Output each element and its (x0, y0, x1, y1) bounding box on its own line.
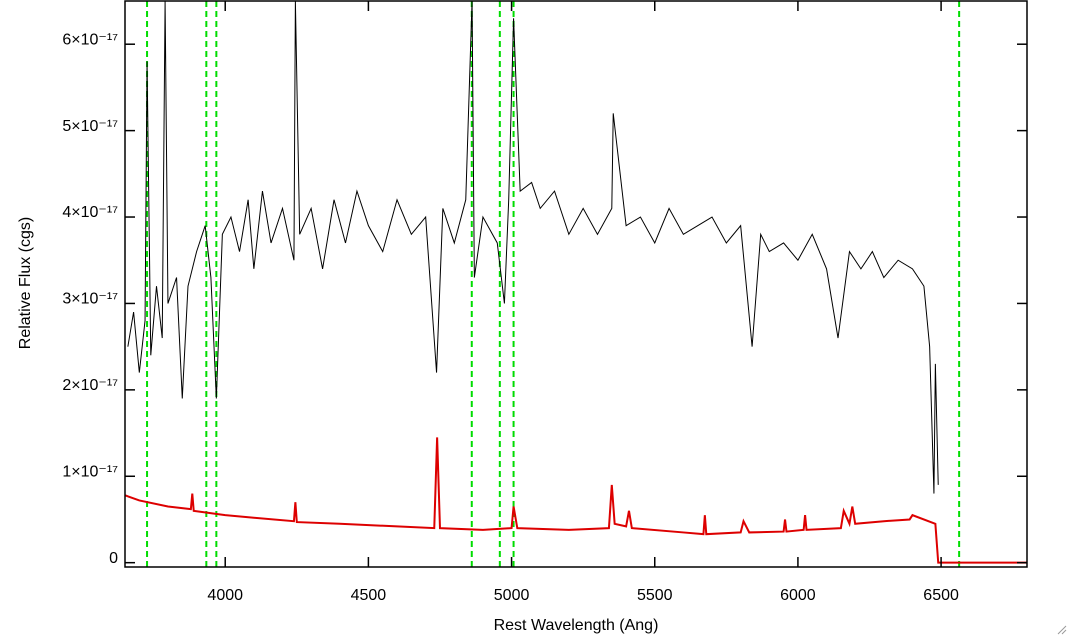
y-tick-label: 4×10⁻¹⁷ (62, 204, 118, 221)
spectrum-line (125, 437, 1027, 564)
resize-grip (1057, 625, 1067, 635)
y-tick-label: 3×10⁻¹⁷ (62, 291, 118, 308)
x-axis-label: Rest Wavelength (Ang) (494, 617, 659, 634)
y-tick-label: 2×10⁻¹⁷ (62, 377, 118, 394)
spectrum-line (127, 1, 939, 494)
y-axis-label: Relative Flux (cgs) (17, 217, 34, 349)
x-tick-label: 6500 (923, 587, 959, 604)
y-tick-label: 5×10⁻¹⁷ (62, 118, 118, 135)
x-tick-label: 5000 (494, 587, 530, 604)
plot-area (125, 1, 1027, 567)
x-tick-label: 6000 (780, 587, 816, 604)
y-tick-label: 6×10⁻¹⁷ (62, 31, 118, 48)
x-tick-label: 5500 (637, 587, 673, 604)
x-tick-label: 4500 (351, 587, 387, 604)
y-tick-label: 0 (109, 550, 118, 567)
x-tick-label: 4000 (207, 587, 243, 604)
plot-frame (124, 0, 1028, 568)
y-tick-label: 1×10⁻¹⁷ (62, 463, 118, 480)
